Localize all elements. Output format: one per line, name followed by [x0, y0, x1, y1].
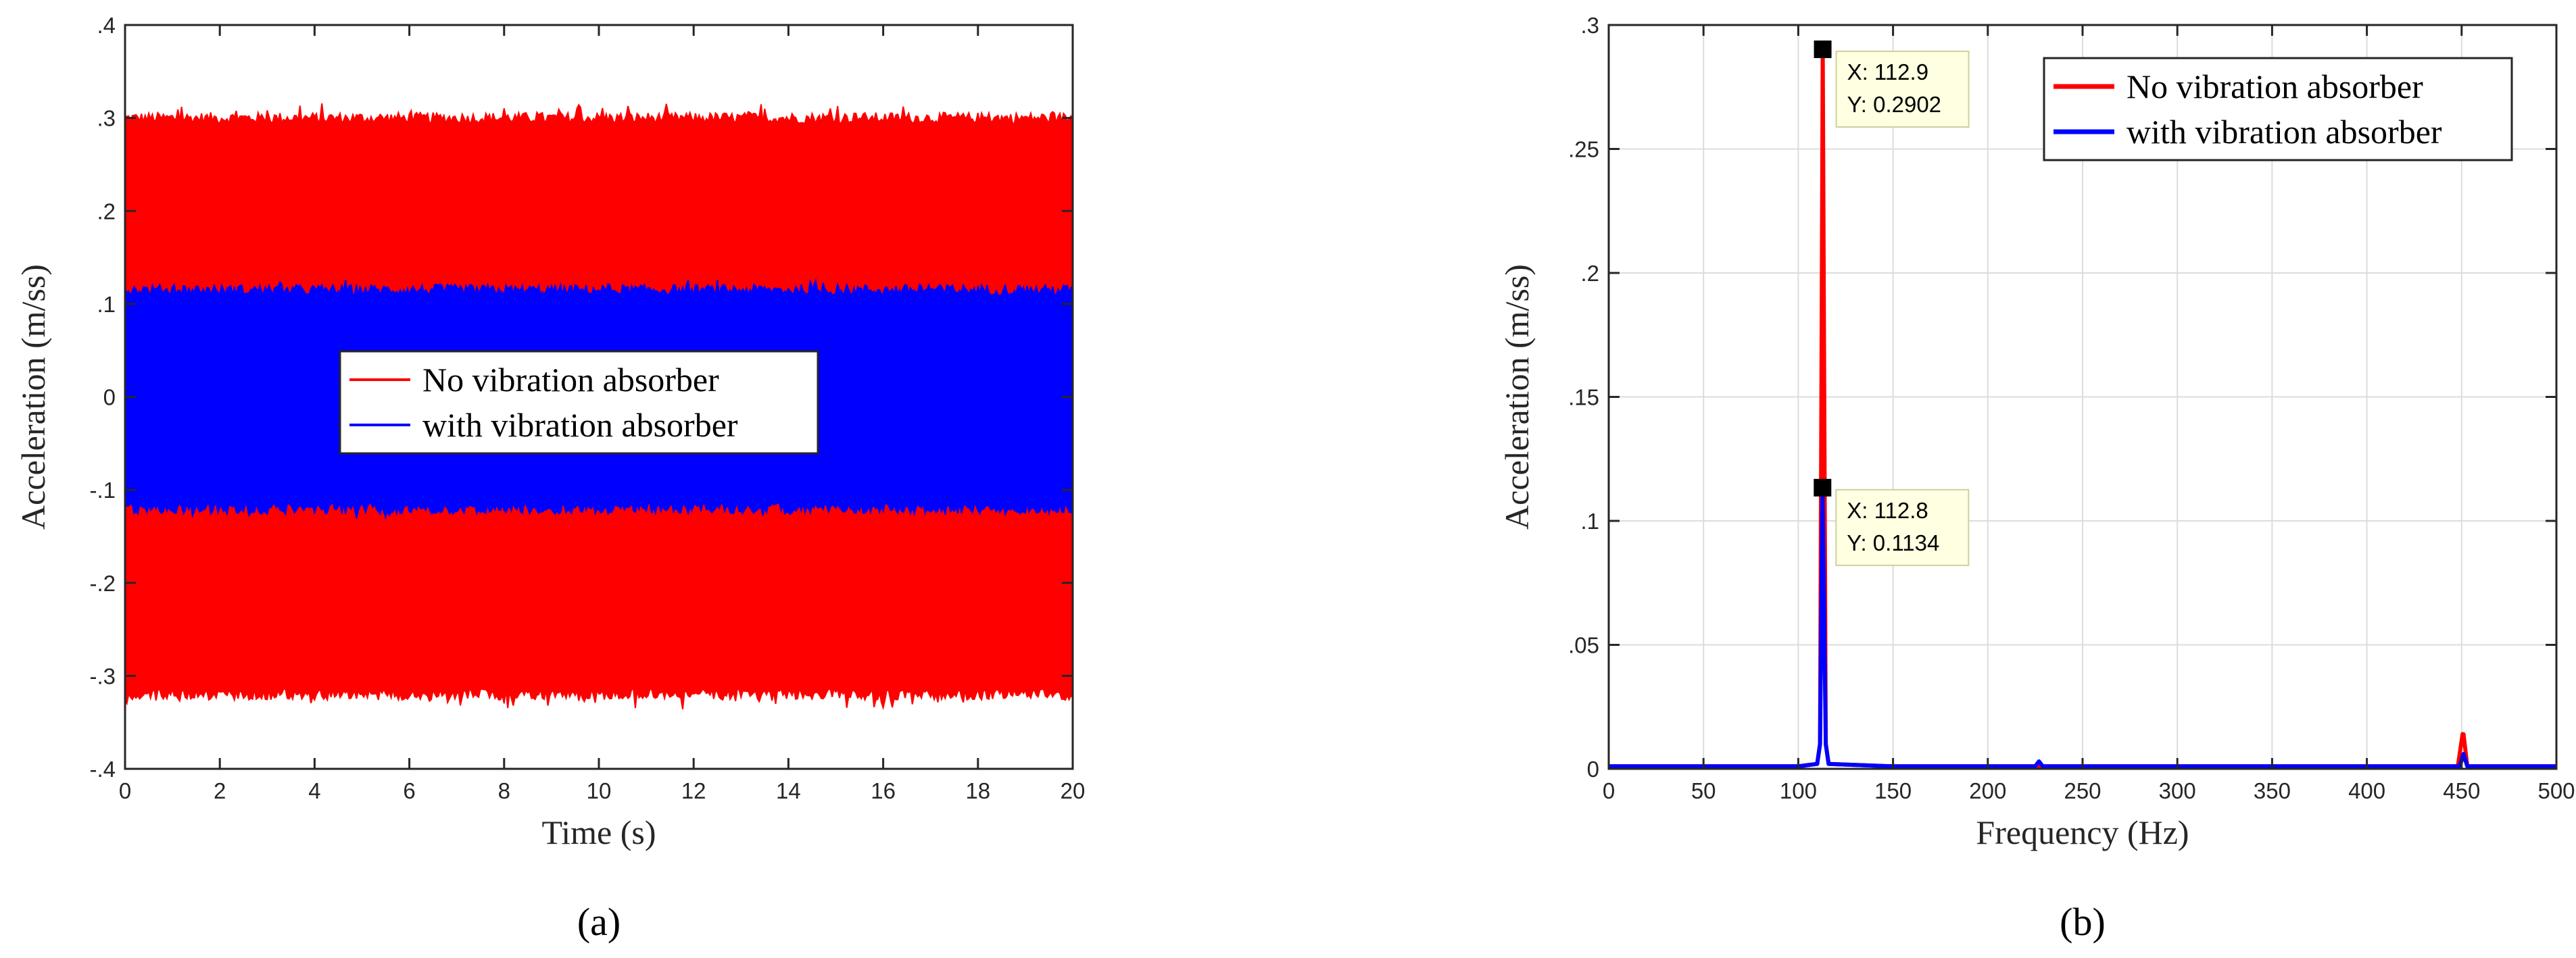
datatip-marker — [1814, 478, 1832, 497]
x-tick-label: 2 — [214, 778, 226, 803]
x-tick-label: 10 — [587, 778, 612, 803]
legend-label: with vibration absorber — [422, 406, 738, 444]
y-tick-label: .3 — [97, 106, 116, 131]
datatip-text: Y: 0.2902 — [1847, 92, 1941, 117]
x-tick-label: 450 — [2443, 778, 2480, 803]
legend: No vibration absorber with vibration abso… — [339, 350, 819, 455]
x-tick-label: 0 — [119, 778, 131, 803]
y-tick-label: .25 — [1568, 137, 1599, 162]
x-tick-label: 200 — [1969, 778, 2006, 803]
panel-caption: (a) — [577, 900, 621, 944]
x-tick-label: 4 — [308, 778, 320, 803]
datatip-box — [1835, 50, 1970, 128]
y-tick-label: .1 — [97, 292, 116, 317]
x-tick-label: 250 — [2064, 778, 2101, 803]
x-tick-label: 500 — [2537, 778, 2575, 803]
y-tick-label: -.2 — [89, 571, 116, 596]
datatip: X: 112.9 Y: 0.2902 — [1814, 40, 1970, 128]
x-tick-label: 50 — [1691, 778, 1716, 803]
x-tick-label: 6 — [403, 778, 415, 803]
chart-panel-a: 0 2 4 6 8 10 12 14 16 18 20 -.4 -.3 -.2 -.1 0 .1 .2 .3 .4 Ti… — [14, 13, 1085, 944]
y-tick-label: 0 — [1587, 757, 1599, 782]
x-tick-label: 18 — [965, 778, 990, 803]
legend: No vibration absorber with vibration abso… — [2043, 57, 2513, 161]
datatip-text: X: 112.9 — [1847, 59, 1928, 84]
x-axis-label: Time (s) — [541, 813, 656, 851]
x-tick-label: 16 — [871, 778, 896, 803]
y-tick-label: -.4 — [89, 757, 116, 782]
y-tick-label: 0 — [103, 385, 116, 410]
x-tick-label: 150 — [1874, 778, 1912, 803]
x-tick-label: 14 — [776, 778, 801, 803]
y-axis-label: Acceleration (m/ss) — [14, 264, 52, 530]
chart-panel-b: 0 50 100 150 200 250 300 350 400 450 500 0 .05 .1 .15.… — [1498, 13, 2575, 944]
legend-box — [2043, 57, 2513, 161]
y-tick-label: .3 — [1580, 13, 1599, 38]
datatip: X: 112.8 Y: 0.1134 — [1814, 478, 1970, 566]
y-tick-label: -.1 — [89, 478, 116, 503]
datatip-text: X: 112.8 — [1847, 498, 1928, 523]
y-tick-label: .2 — [97, 199, 116, 224]
y-axis-label: Acceleration (m/ss) — [1498, 264, 1536, 530]
x-tick-label: 400 — [2348, 778, 2385, 803]
x-tick-label: 100 — [1780, 778, 1817, 803]
y-tick-label: -.3 — [89, 663, 116, 688]
x-tick-label: 300 — [2159, 778, 2196, 803]
panel-caption: (b) — [2060, 900, 2106, 944]
x-tick-label: 0 — [1603, 778, 1615, 803]
x-tick-label: 20 — [1061, 778, 1086, 803]
x-tick-label: 12 — [681, 778, 706, 803]
legend-label: No vibration absorber — [2127, 68, 2423, 105]
y-tick-label: .2 — [1580, 261, 1599, 286]
legend-label: No vibration absorber — [422, 361, 719, 399]
y-tick-label: .4 — [97, 13, 116, 38]
x-tick-label: 8 — [498, 778, 510, 803]
legend-box — [339, 350, 819, 455]
x-axis-label: Frequency (Hz) — [1976, 813, 2189, 851]
datatip-text: Y: 0.1134 — [1847, 530, 1939, 555]
y-tick-label: .15 — [1568, 385, 1599, 410]
y-tick-label: .1 — [1580, 509, 1599, 534]
datatip-marker — [1814, 40, 1832, 58]
y-tick-label: .05 — [1568, 633, 1599, 658]
legend-label: with vibration absorber — [2127, 113, 2442, 151]
ticks: 0 2 4 6 8 10 12 14 16 18 20 -.4 -.3 -.2 -.1 0 .1 .2 .3 .4 — [89, 13, 1085, 803]
ticks: 0 50 100 150 200 250 300 350 400 450 500 0 .05 .1 .15.… — [1568, 13, 2575, 803]
datatip-box — [1835, 488, 1970, 566]
x-tick-label: 350 — [2254, 778, 2291, 803]
